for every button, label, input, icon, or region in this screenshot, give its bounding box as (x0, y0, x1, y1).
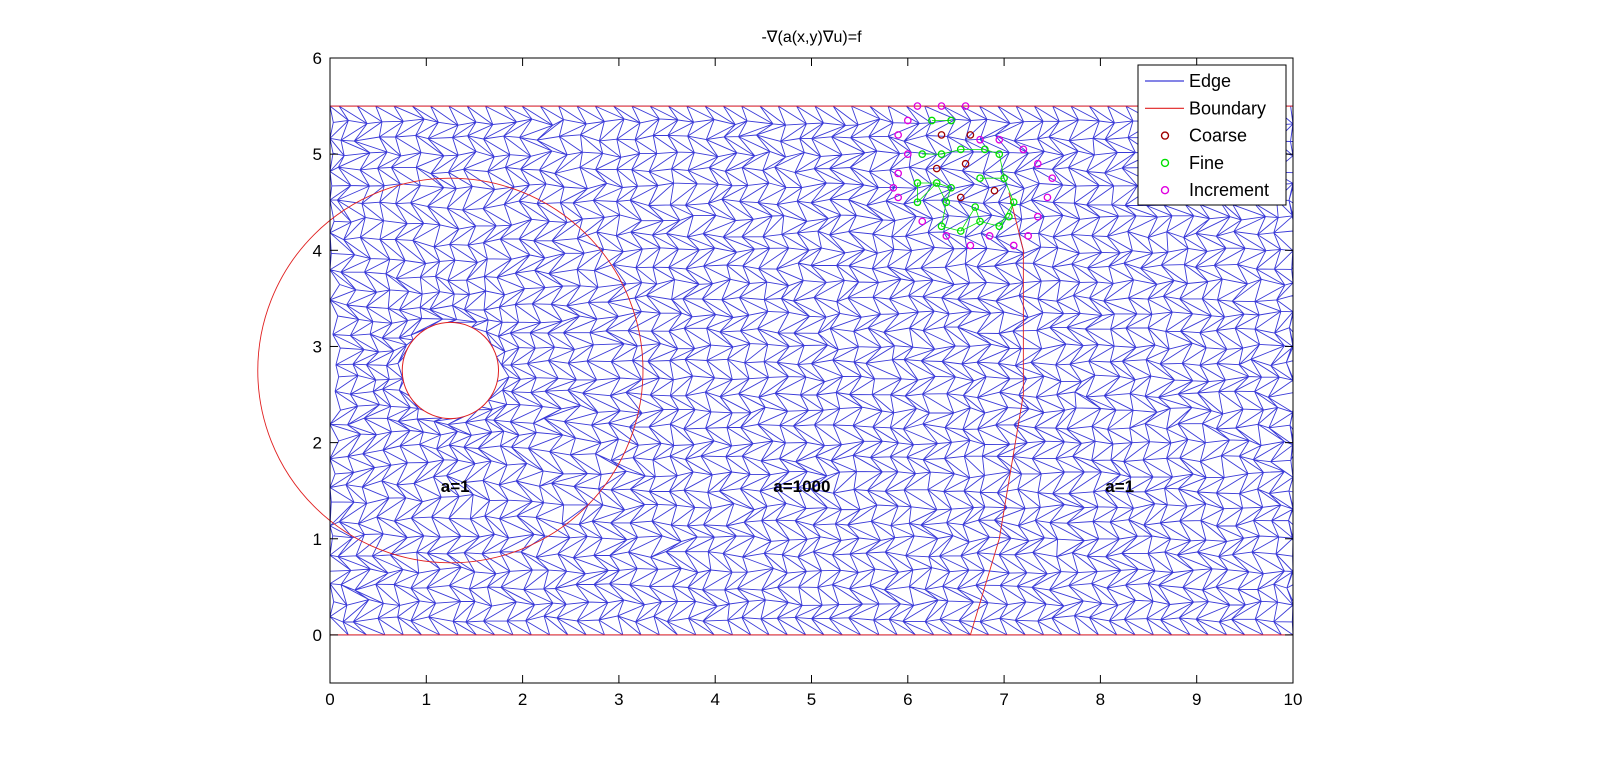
increment-point-6 (894, 169, 903, 178)
x-tick-label-8: 8 (1096, 690, 1105, 709)
increment-point-3 (903, 116, 912, 125)
chart-title: -∇(a(x,y)∇u)=f (761, 29, 862, 46)
increment-point-14 (1033, 212, 1042, 221)
legend-box (1137, 64, 1287, 206)
x-tick-label-9: 9 (1192, 690, 1201, 709)
fine-point-16 (937, 222, 946, 231)
fine-point-9 (947, 183, 955, 192)
fine-point-6 (995, 150, 1004, 159)
legend-label-1: Boundary (1189, 98, 1266, 118)
x-tick-label-6: 6 (903, 690, 912, 709)
increment-point-17 (1033, 159, 1042, 168)
x-tick-label-4: 4 (710, 690, 719, 709)
legend-label-0: Edge (1189, 71, 1231, 91)
x-tick-label-1: 1 (422, 690, 431, 709)
y-tick-label-2: 2 (313, 434, 322, 453)
y-tick-label-1: 1 (313, 530, 322, 549)
fine-point-15 (1009, 198, 1018, 207)
fine-point-4 (956, 145, 965, 154)
boundary-right-interface (969, 192, 1024, 636)
increment-point-19 (995, 135, 1004, 144)
x-tick-label-5: 5 (807, 690, 816, 709)
increment-point-13 (1024, 232, 1033, 240)
boundary-hole (401, 321, 500, 420)
increment-point-15 (1043, 193, 1052, 202)
x-tick-label-0: 0 (325, 690, 334, 709)
coarse-point-1 (966, 131, 975, 139)
fine-point-13 (942, 198, 951, 207)
x-tick-label-2: 2 (518, 690, 527, 709)
fine-point-12 (913, 198, 922, 207)
coarse-point-0 (937, 131, 946, 139)
fine-point-5 (980, 145, 989, 154)
coarse-point-5 (990, 186, 999, 195)
increment-point-18 (1019, 145, 1028, 154)
fine-point-1 (947, 116, 955, 125)
coarse-point-3 (961, 159, 970, 168)
legend-swatch-3 (1160, 158, 1170, 168)
fine-point-19 (995, 222, 1004, 231)
legend-swatch-2 (1160, 131, 1170, 140)
fine-point-14 (971, 203, 980, 211)
fine-point-3 (937, 150, 946, 159)
legend-label-2: Coarse (1189, 126, 1247, 146)
increment-point-2 (961, 102, 970, 110)
fine-point-0 (928, 116, 936, 125)
data-points (889, 102, 1057, 250)
fine-point-2 (918, 150, 927, 159)
y-tick-label-3: 3 (313, 337, 322, 356)
axes: 0 1 2 3 4 5 6 7 8 9 10 0 1 2 3 4 5 6 (313, 49, 1303, 709)
increment-point-5 (903, 150, 912, 159)
x-tick-label-7: 7 (999, 690, 1008, 709)
region-label-1: a=1000 (773, 477, 830, 496)
y-tick-label-5: 5 (313, 145, 322, 164)
y-tick-label-0: 0 (313, 626, 322, 645)
region-label-0: a=1 (441, 477, 470, 496)
increment-point-1 (937, 102, 946, 110)
fine-point-10 (976, 174, 984, 183)
x-tick-label-10: 10 (1284, 690, 1303, 709)
fine-point-7 (913, 179, 922, 187)
legend: Edge Boundary Coarse Fine Increment (1137, 64, 1287, 206)
y-tick-label-4: 4 (313, 241, 322, 260)
y-tick-label-6: 6 (313, 49, 322, 68)
increment-point-10 (966, 241, 975, 250)
legend-swatch-4 (1160, 185, 1170, 195)
increment-point-21 (889, 183, 898, 192)
increment-point-20 (976, 135, 984, 144)
legend-label-3: Fine (1189, 153, 1224, 173)
boundary-inner-region (257, 177, 644, 564)
boundary-curves (257, 105, 1293, 636)
coarse-point-2 (932, 164, 941, 173)
increment-point-12 (1009, 241, 1018, 250)
increment-point-7 (894, 193, 903, 202)
increment-point-8 (918, 217, 927, 226)
coarse-point-4 (956, 193, 965, 202)
fine-point-20 (1005, 212, 1013, 221)
increment-point-4 (894, 131, 903, 139)
increment-point-0 (913, 102, 922, 110)
increment-point-9 (942, 232, 951, 240)
fine-point-8 (932, 179, 941, 187)
region-label-2: a=1 (1105, 477, 1134, 496)
fine-point-18 (976, 217, 984, 226)
region-labels: a=1 a=1000 a=1 (441, 477, 1134, 496)
x-tick-label-3: 3 (614, 690, 623, 709)
fine-point-17 (956, 227, 965, 235)
increment-point-16 (1048, 174, 1057, 183)
increment-point-11 (985, 232, 994, 240)
legend-label-4: Increment (1189, 180, 1269, 200)
fine-point-11 (1000, 174, 1008, 183)
